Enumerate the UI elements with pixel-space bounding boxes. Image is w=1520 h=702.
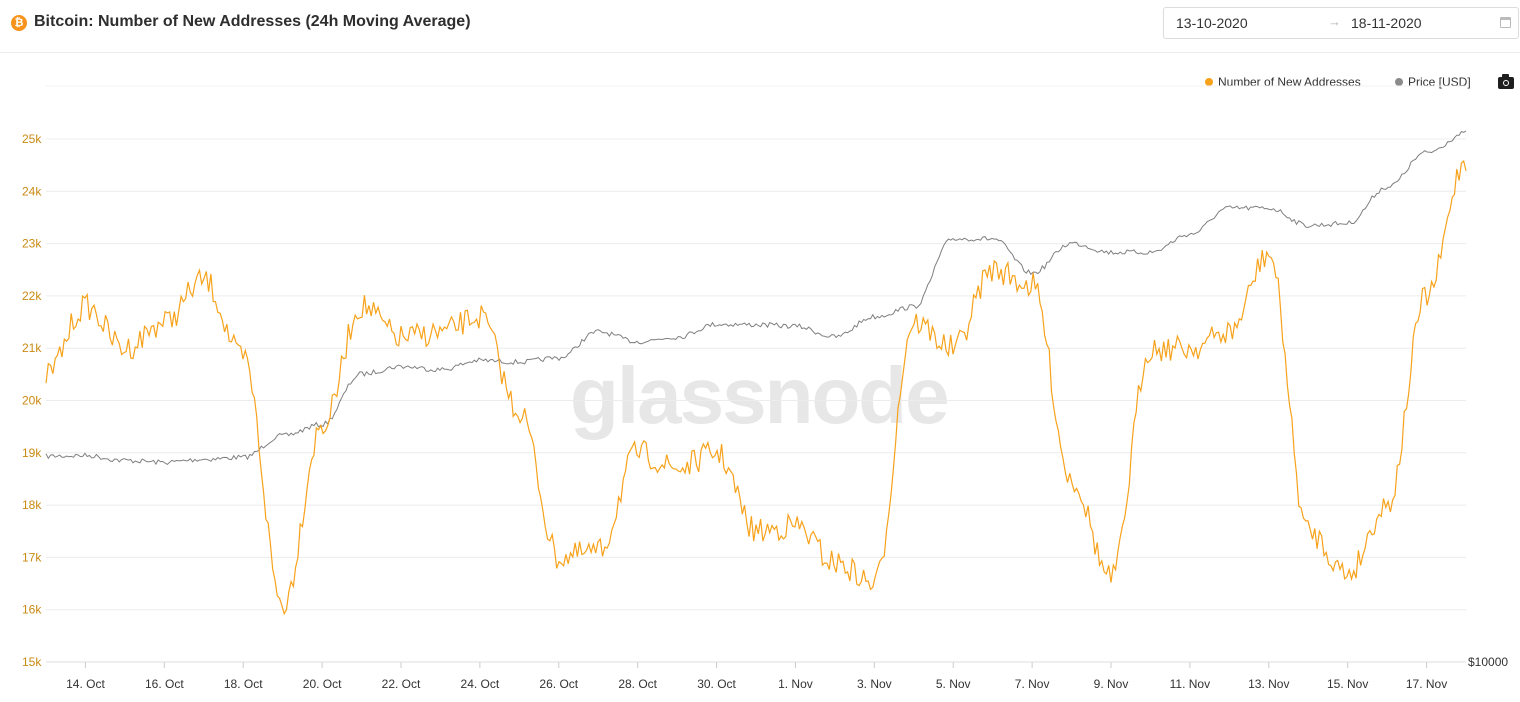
x-tick-label: 15. Nov: [1327, 677, 1368, 691]
x-tick-label: 20. Oct: [303, 677, 342, 691]
y-axis-ticks: 15k 16k 17k 18k 19k 20k 21k 22k 23k 24k 25k $10000: [22, 132, 1508, 669]
series-line-addresses: [45, 159, 1467, 616]
x-axis-ticks: 14. Oct 16. Oct 18. Oct 20. Oct 22. Oct 24. O…: [46, 661, 1466, 691]
x-tick-label: 26. Oct: [539, 677, 578, 691]
y-tick-label: 23k: [22, 237, 42, 251]
x-tick-label: 22. Oct: [382, 677, 421, 691]
legend-dot-price: [1395, 78, 1403, 86]
date-end-input[interactable]: 18-11-2020: [1351, 15, 1422, 31]
series-group: [45, 130, 1467, 616]
chart-title: Bitcoin: Number of New Addresses (24h Mo…: [34, 13, 471, 30]
y-tick-label: 17k: [22, 550, 42, 564]
x-tick-label: 13. Nov: [1248, 677, 1289, 691]
y-tick-label: 21k: [22, 341, 42, 355]
bitcoin-icon: ₿: [11, 15, 27, 31]
x-tick-label: 9. Nov: [1094, 677, 1129, 691]
y-tick-label: 25k: [22, 132, 42, 146]
x-tick-label: 30. Oct: [697, 677, 736, 691]
x-tick-label: 11. Nov: [1170, 677, 1210, 691]
gridlines: [46, 85, 1466, 663]
y-tick-label: 24k: [22, 184, 42, 198]
x-tick-label: 24. Oct: [461, 677, 500, 691]
x-tick-label: 18. Oct: [224, 677, 263, 691]
date-start-input[interactable]: 13-10-2020: [1176, 15, 1248, 31]
series-line-price: [45, 130, 1467, 466]
x-tick-label: 3. Nov: [857, 677, 892, 691]
y-tick-label: 20k: [22, 394, 42, 408]
legend-dot-addresses: [1205, 78, 1213, 86]
y-tick-label: 22k: [22, 289, 42, 303]
x-tick-label: 14. Oct: [66, 677, 105, 691]
watermark: glassnode: [570, 351, 950, 440]
x-tick-label: 5. Nov: [936, 677, 971, 691]
x-tick-label: 1. Nov: [778, 677, 813, 691]
calendar-icon[interactable]: [1500, 17, 1511, 28]
y-tick-label: 16k: [22, 603, 42, 617]
y-tick-label: 15k: [22, 655, 42, 669]
x-tick-label: 7. Nov: [1015, 677, 1050, 691]
chart-header: ₿ Bitcoin: Number of New Addresses (24h …: [0, 0, 1520, 53]
arrow-right-icon: →: [1328, 14, 1341, 29]
camera-icon[interactable]: [1498, 74, 1514, 89]
x-tick-label: 17. Nov: [1406, 677, 1447, 691]
right-axis-tick-label: $10000: [1468, 655, 1508, 669]
x-tick-label: 16. Oct: [145, 677, 184, 691]
y-tick-label: 18k: [22, 498, 42, 512]
date-range-picker[interactable]: 13-10-2020 → 18-11-2020: [1163, 7, 1519, 39]
x-tick-label: 28. Oct: [618, 677, 657, 691]
y-tick-label: 19k: [22, 446, 42, 460]
